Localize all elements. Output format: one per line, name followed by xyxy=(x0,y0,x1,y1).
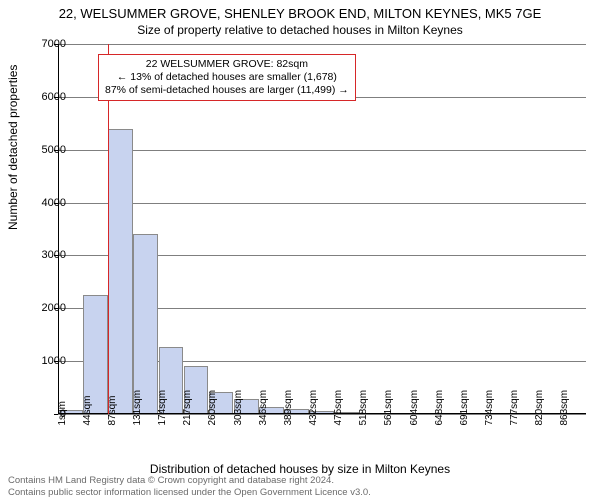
ytick-label: 1000 xyxy=(16,355,66,367)
ytick-label: 2000 xyxy=(16,302,66,314)
plot-area: 22 WELSUMMER GROVE: 82sqm ← 13% of detac… xyxy=(58,44,586,414)
page-title-sub: Size of property relative to detached ho… xyxy=(0,21,600,37)
annotation-line2: ← 13% of detached houses are smaller (1,… xyxy=(105,71,349,84)
footer-line2: Contains public sector information licen… xyxy=(8,487,371,498)
footer-line1: Contains HM Land Registry data © Crown c… xyxy=(8,475,371,486)
annotation-line3: 87% of semi-detached houses are larger (… xyxy=(105,84,349,97)
x-axis-label: Distribution of detached houses by size … xyxy=(0,462,600,476)
ytick-label: 4000 xyxy=(16,197,66,209)
annotation-box: 22 WELSUMMER GROVE: 82sqm ← 13% of detac… xyxy=(98,54,356,101)
annotation-line1: 22 WELSUMMER GROVE: 82sqm xyxy=(105,58,349,71)
histogram-bar xyxy=(133,234,158,414)
gridline xyxy=(58,44,586,45)
histogram-bar xyxy=(108,129,133,414)
page-title-main: 22, WELSUMMER GROVE, SHENLEY BROOK END, … xyxy=(0,0,600,21)
chart-area: 22 WELSUMMER GROVE: 82sqm ← 13% of detac… xyxy=(58,44,586,414)
footer-attribution: Contains HM Land Registry data © Crown c… xyxy=(8,475,371,498)
ytick-label: 6000 xyxy=(16,91,66,103)
ytick-label: 7000 xyxy=(16,38,66,50)
ytick-label: 5000 xyxy=(16,144,66,156)
ytick-label: 3000 xyxy=(16,249,66,261)
gridline xyxy=(58,203,586,204)
gridline xyxy=(58,150,586,151)
